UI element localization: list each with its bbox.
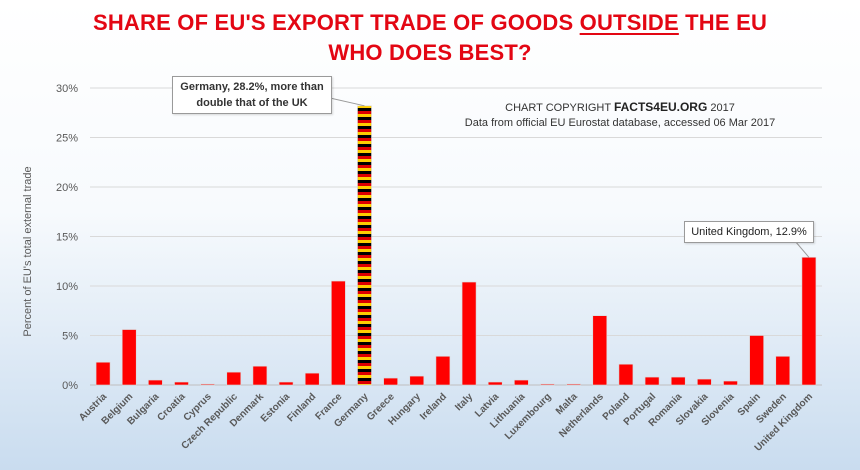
y-tick-label: 5% [62, 331, 78, 343]
bar-austria [95, 361, 111, 386]
bar-denmark [252, 365, 268, 386]
bar-portugal [644, 376, 660, 386]
bar-cyprus [200, 383, 215, 386]
bar-czech-republic [226, 371, 242, 386]
y-tick-label: 20% [56, 182, 78, 194]
chart-title-line2: WHO DOES BEST? [328, 40, 532, 65]
bar-bulgaria [148, 379, 163, 386]
x-axis-ticks: AustriaBelgiumBulgariaCroatiaCyprusCzech… [77, 391, 815, 454]
y-axis-label: Percent of EU's total external trade [22, 166, 34, 336]
germany-leader [329, 97, 365, 107]
germany-callout: Germany, 28.2%, more than double that of… [172, 76, 332, 114]
bar-luxembourg [540, 383, 555, 386]
bar-estonia [278, 381, 294, 386]
brand-name: FACTS4EU.ORG [613, 100, 708, 114]
y-tick-label: 30% [56, 83, 78, 95]
bar-netherlands [592, 315, 608, 386]
bar-finland [304, 372, 320, 386]
bar-germany [357, 105, 372, 386]
x-tick-label: Luxembourg [503, 391, 554, 442]
bar-france [331, 280, 346, 386]
y-tick-label: 0% [62, 380, 78, 392]
bars [95, 105, 817, 386]
x-tick-label: Finland [285, 391, 318, 424]
bar-malta [566, 383, 581, 386]
bar-slovenia [723, 380, 738, 386]
copyright-note: CHART COPYRIGHT FACTS4EU.ORG 2017 [505, 100, 735, 114]
bar-romania [670, 376, 686, 386]
x-tick-label: Italy [453, 391, 475, 413]
uk-callout: United Kingdom, 12.9% [684, 221, 814, 243]
title-emphasis: OUTSIDE [579, 10, 679, 35]
x-tick-label: Ireland [418, 391, 449, 422]
y-axis-ticks: 0% 5% 10% 15% 20% 25% 30% [56, 83, 78, 392]
callout-leaders [329, 97, 810, 258]
bar-slovakia [697, 378, 712, 386]
chart-title-line1: SHARE OF EU'S EXPORT TRADE OF GOODS OUTS… [92, 10, 768, 35]
bar-croatia [174, 381, 189, 386]
y-tick-label: 15% [56, 232, 78, 244]
bar-sweden [775, 355, 791, 386]
bar-latvia [487, 381, 503, 386]
source-note: Data from official EU Eurostat database,… [464, 117, 776, 129]
bar-greece [383, 377, 398, 386]
y-tick-label: 10% [56, 281, 78, 293]
bar-poland [618, 363, 634, 386]
bar-lithuania [514, 379, 529, 386]
bar-italy [461, 281, 477, 386]
uk-leader [794, 240, 810, 258]
bar-united-kingdom [801, 256, 817, 386]
bar-ireland [435, 355, 451, 386]
bar-belgium [121, 329, 137, 386]
y-tick-label: 25% [56, 133, 78, 145]
bar-hungary [409, 375, 425, 386]
bar-spain [749, 335, 764, 386]
x-tick-label: Croatia [155, 391, 187, 423]
